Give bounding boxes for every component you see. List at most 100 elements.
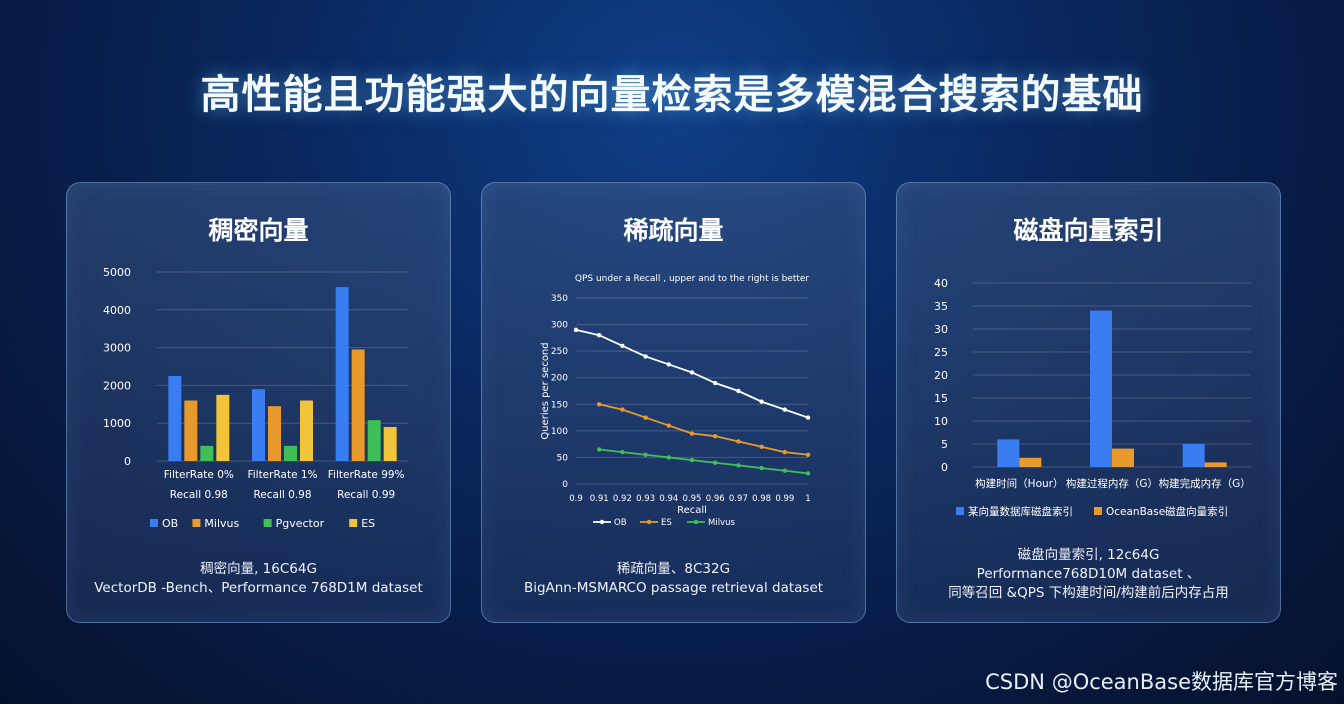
- data-point: [736, 388, 741, 394]
- legend-marker: [646, 519, 652, 525]
- y-tick-label: 350: [551, 294, 568, 304]
- page-title: 高性能且功能强大的向量检索是多模混合搜索的基础: [200, 72, 1144, 118]
- legend-label: Milvus: [708, 518, 735, 528]
- data-point: [666, 455, 671, 460]
- x-tick-label: FilterRate 1%: [247, 469, 317, 481]
- data-point: [620, 449, 625, 455]
- x-tick-label: 0.9: [569, 494, 583, 504]
- x-tick-label: 0.98: [752, 494, 771, 504]
- series-line: [598, 403, 809, 456]
- data-point: [713, 433, 718, 439]
- caption-line: Performance768D10M dataset 、: [976, 566, 1201, 582]
- dense-vector-bar-chart: 0 1000 2000 3000 4000 5000 FilterRate 0% Recall…: [103, 266, 408, 530]
- data-point: [597, 333, 602, 338]
- bar: [1019, 457, 1042, 467]
- legend-swatch: [1094, 507, 1102, 515]
- legend-label: ES: [661, 518, 672, 528]
- x-tick-label: 构建时间（Hour）: [975, 477, 1063, 490]
- bar: [1112, 448, 1134, 467]
- bar: [252, 389, 265, 461]
- sparse-vector-panel: 稀疏向量 QPS under a Recall , upper and to t…: [481, 182, 866, 623]
- disk-vector-index-panel: 磁盘向量索引 0 5 10 15 20 25 30 35 40 构建时间（Hour） 构建过程内存（…: [896, 182, 1281, 623]
- data-point: [597, 402, 602, 407]
- caption-line: 磁盘向量索引, 12c64G: [1017, 547, 1160, 563]
- legend-label: OB: [162, 517, 178, 530]
- bar: [168, 375, 182, 461]
- x-tick-label: 0.99: [775, 494, 794, 504]
- x-tick-label: 0.97: [729, 494, 748, 504]
- data-point: [782, 407, 787, 412]
- caption-line: VectorDB -Bench、Performance 768D1M datas…: [94, 580, 423, 596]
- data-point: [597, 447, 602, 452]
- caption-line: 稀疏向量、8C32G: [616, 561, 731, 577]
- data-point: [620, 407, 625, 412]
- legend-swatch: [192, 519, 201, 527]
- data-point: [573, 327, 579, 333]
- x-tick-label: Recall 0.98: [170, 489, 228, 501]
- x-tick-label: 1: [805, 494, 810, 504]
- data-point: [689, 370, 695, 375]
- panel-caption: 稀疏向量、8C32G BigAnn-MSMARCO passage retrie…: [482, 560, 865, 598]
- y-tick-label: 0: [562, 480, 568, 490]
- x-tick-label: 0.94: [659, 494, 678, 504]
- bar: [335, 287, 349, 461]
- bar: [1090, 310, 1112, 467]
- x-axis-label: Recall: [677, 505, 707, 516]
- data-point: [689, 431, 695, 436]
- y-tick-label: 2000: [103, 379, 131, 392]
- disk-index-bar-chart: 0 5 10 15 20 25 30 35 40 构建时间（Hour） 构建过程内存（G） 构建完成内…: [934, 277, 1251, 518]
- y-tick-label: 100: [551, 427, 568, 437]
- y-tick-label: 15: [934, 392, 948, 405]
- y-tick-label: 20: [934, 369, 948, 382]
- legend-label: OB: [614, 518, 627, 528]
- data-point: [643, 415, 648, 420]
- data-point: [782, 449, 787, 455]
- legend-marker: [693, 519, 699, 525]
- x-tick-label: 0.93: [636, 494, 655, 504]
- data-point: [666, 423, 671, 428]
- legend-swatch: [956, 507, 964, 515]
- legend-swatch: [349, 519, 358, 527]
- bar: [284, 445, 297, 461]
- bar: [351, 349, 365, 461]
- bar: [997, 439, 1020, 467]
- bar: [1204, 462, 1227, 467]
- x-tick-label: Recall 0.98: [253, 489, 311, 501]
- y-tick-label: 250: [551, 347, 568, 357]
- bar: [216, 394, 230, 461]
- series-line: [599, 448, 809, 475]
- bar: [383, 426, 397, 461]
- x-tick-label: 0.91: [590, 494, 609, 504]
- y-tick-label: 25: [934, 346, 948, 359]
- watermark: CSDN @OceanBase数据库官方博客: [985, 670, 1338, 694]
- x-tick-label: FilterRate 0%: [164, 469, 234, 481]
- caption-line: 同等召回 &QPS 下构建时间/构建前后内存占用: [948, 585, 1229, 601]
- data-point: [643, 354, 648, 359]
- panel-title: 稀疏向量: [623, 216, 724, 245]
- y-axis-label: Queries per second: [540, 342, 551, 439]
- y-tick-label: 35: [934, 300, 948, 313]
- y-tick-label: 0: [941, 461, 948, 474]
- data-point: [736, 463, 741, 468]
- legend-swatch: [263, 519, 272, 527]
- panel-title: 磁盘向量索引: [1013, 216, 1164, 245]
- legend-label: Pgvector: [276, 517, 325, 530]
- data-point: [759, 399, 764, 404]
- y-tick-label: 150: [551, 400, 568, 410]
- x-tick-label: 0.95: [683, 494, 702, 504]
- caption-line: 稠密向量, 16C64G: [200, 561, 317, 577]
- y-tick-label: 1000: [103, 417, 131, 430]
- data-point: [643, 452, 648, 457]
- y-tick-label: 3000: [103, 342, 131, 355]
- data-point: [805, 415, 811, 420]
- x-tick-label: FilterRate 99%: [328, 469, 405, 481]
- data-point: [805, 471, 811, 476]
- data-point: [666, 362, 671, 367]
- y-tick-label: 5: [941, 438, 948, 451]
- bar: [367, 420, 381, 461]
- caption-line: BigAnn-MSMARCO passage retrieval dataset: [523, 580, 824, 596]
- legend-label: Milvus: [204, 517, 239, 530]
- data-point: [805, 452, 811, 457]
- panel-caption: 稠密向量, 16C64G VectorDB -Bench、Performance…: [67, 560, 450, 598]
- bar: [200, 445, 214, 461]
